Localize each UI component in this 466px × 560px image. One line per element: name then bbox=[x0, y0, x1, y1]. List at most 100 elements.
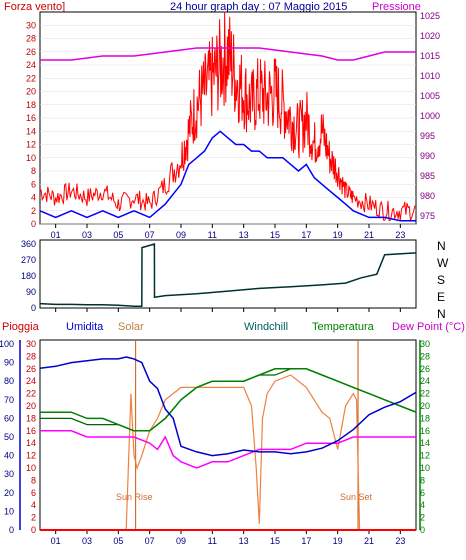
rain-tick-label: 16 bbox=[26, 426, 36, 436]
humidity-label: Umidita bbox=[66, 321, 104, 333]
compass-letter: N bbox=[437, 307, 446, 321]
wind-tick-label: 2 bbox=[31, 206, 36, 216]
rain-tick-label: 6 bbox=[31, 488, 36, 498]
rain-tick-label: 30 bbox=[26, 339, 36, 349]
wind-tick-label: 20 bbox=[26, 87, 36, 97]
pressure-tick-label: 1000 bbox=[420, 111, 440, 121]
temperature-label: Temperatura bbox=[312, 321, 375, 333]
temp-tick-label: 8 bbox=[420, 475, 425, 485]
temp-x-tick-label: 23 bbox=[395, 536, 405, 546]
temp-tick-label: 24 bbox=[420, 376, 430, 386]
temp-x-tick-label: 09 bbox=[176, 536, 186, 546]
wind-tick-label: 0 bbox=[31, 219, 36, 229]
wind-tick-label: 12 bbox=[26, 140, 36, 150]
direction-tick-label: 180 bbox=[21, 271, 36, 281]
humidity-tick-label: 20 bbox=[4, 488, 14, 498]
rain-tick-label: 26 bbox=[26, 364, 36, 374]
pressure-tick-label: 1020 bbox=[420, 31, 440, 41]
temp-tick-label: 2 bbox=[420, 513, 425, 523]
pressure-tick-label: 980 bbox=[420, 191, 435, 201]
temp-tick-label: 10 bbox=[420, 463, 430, 473]
temp-tick-label: 6 bbox=[420, 488, 425, 498]
wind-x-tick-label: 07 bbox=[145, 230, 155, 240]
plot-layer: 0246810121416182022242628309759809859909… bbox=[0, 11, 440, 546]
wind-tick-label: 14 bbox=[26, 126, 36, 136]
rain-label: Pioggia bbox=[2, 321, 40, 333]
temp-tick-label: 12 bbox=[420, 451, 430, 461]
direction-tick-label: 0 bbox=[31, 303, 36, 313]
temp-tick-label: 16 bbox=[420, 426, 430, 436]
pressure-tick-label: 995 bbox=[420, 131, 435, 141]
rain-tick-label: 2 bbox=[31, 513, 36, 523]
pressure-tick-label: 1015 bbox=[420, 51, 440, 61]
compass-letter: W bbox=[437, 256, 449, 270]
rain-tick-label: 20 bbox=[26, 401, 36, 411]
wind-x-tick-label: 17 bbox=[301, 230, 311, 240]
temp-x-tick-label: 01 bbox=[51, 536, 61, 546]
direction-tick-label: 270 bbox=[21, 255, 36, 265]
temp-tick-label: 4 bbox=[420, 500, 425, 510]
rain-tick-label: 14 bbox=[26, 438, 36, 448]
wind-tick-label: 10 bbox=[26, 153, 36, 163]
rain-tick-label: 0 bbox=[31, 525, 36, 535]
rain-tick-label: 28 bbox=[26, 351, 36, 361]
rain-tick-label: 24 bbox=[26, 376, 36, 386]
solar-label: Solar bbox=[118, 321, 144, 333]
pressure-tick-label: 1005 bbox=[420, 91, 440, 101]
pressure-tick-label: 975 bbox=[420, 211, 435, 221]
wind-tick-label: 16 bbox=[26, 113, 36, 123]
humidity-tick-label: 40 bbox=[4, 451, 14, 461]
temp-tick-label: 18 bbox=[420, 413, 430, 423]
humidity-tick-label: 60 bbox=[4, 413, 14, 423]
wind-tick-label: 22 bbox=[26, 73, 36, 83]
temp-tick-label: 14 bbox=[420, 438, 430, 448]
wind-x-tick-label: 15 bbox=[270, 230, 280, 240]
humidity-tick-label: 70 bbox=[4, 395, 14, 405]
humidity-tick-label: 80 bbox=[4, 376, 14, 386]
temp-x-tick-label: 15 bbox=[270, 536, 280, 546]
temp-tick-label: 22 bbox=[420, 389, 430, 399]
temp-tick-label: 0 bbox=[420, 525, 425, 535]
direction-panel-frame bbox=[39, 239, 417, 309]
wind-x-tick-label: 01 bbox=[51, 230, 61, 240]
temp-x-tick-label: 17 bbox=[301, 536, 311, 546]
humidity-line bbox=[39, 356, 417, 457]
temp-x-tick-label: 19 bbox=[333, 536, 343, 546]
humidity-tick-label: 10 bbox=[4, 506, 14, 516]
temp-tick-label: 26 bbox=[420, 364, 430, 374]
wind-average-line bbox=[39, 130, 416, 222]
sunset-label: Sun Set bbox=[340, 492, 373, 502]
temperature-line bbox=[40, 368, 417, 432]
humidity-tick-label: 50 bbox=[4, 432, 14, 442]
temp-tick-label: 28 bbox=[420, 351, 430, 361]
graph-title: 24 hour graph day : 07 Maggio 2015 bbox=[170, 1, 347, 13]
pressure-line bbox=[40, 47, 416, 61]
pressure-tick-label: 1010 bbox=[420, 71, 440, 81]
wind-tick-label: 30 bbox=[26, 20, 36, 30]
compass-letter: N bbox=[437, 239, 446, 253]
wind-x-tick-label: 03 bbox=[82, 230, 92, 240]
wind-speed-axis-label: Forza vento] bbox=[4, 1, 65, 13]
wind-tick-label: 28 bbox=[26, 34, 36, 44]
wind-tick-label: 6 bbox=[31, 179, 36, 189]
wind-tick-label: 8 bbox=[31, 166, 36, 176]
rain-tick-label: 18 bbox=[26, 413, 36, 423]
temp-x-tick-label: 11 bbox=[208, 536, 217, 546]
rain-tick-label: 22 bbox=[26, 389, 36, 399]
wind-x-tick-label: 23 bbox=[395, 230, 405, 240]
humidity-tick-label: 0 bbox=[9, 525, 14, 535]
humidity-tick-label: 30 bbox=[4, 469, 14, 479]
direction-tick-label: 90 bbox=[26, 287, 36, 297]
temp-x-tick-label: 13 bbox=[239, 536, 249, 546]
wind-speed-line bbox=[39, 11, 416, 223]
temp-x-tick-label: 05 bbox=[113, 536, 123, 546]
dewpoint-line bbox=[40, 430, 416, 469]
rain-tick-label: 10 bbox=[26, 463, 36, 473]
temp-x-tick-label: 21 bbox=[364, 536, 374, 546]
windchill-label: Windchill bbox=[244, 321, 288, 333]
dewpoint-label: Dew Point (°C) bbox=[392, 321, 465, 333]
wind-tick-label: 24 bbox=[26, 60, 36, 70]
pressure-tick-label: 985 bbox=[420, 171, 435, 181]
